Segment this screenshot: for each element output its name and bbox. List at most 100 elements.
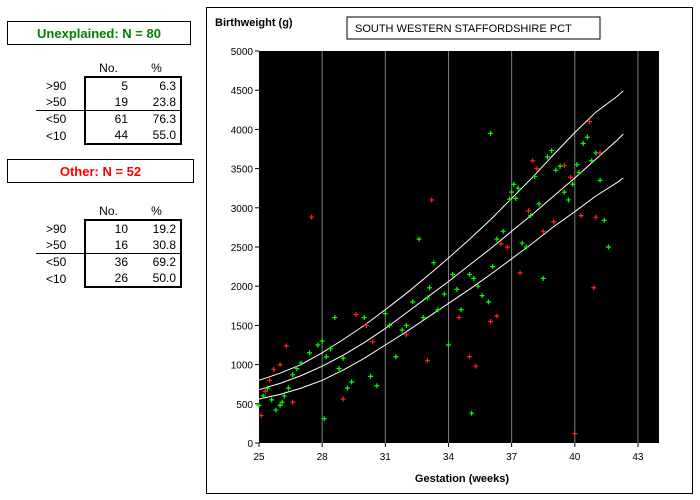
point-unexplained [494, 236, 500, 242]
point-unexplained [441, 291, 447, 297]
point-unexplained [410, 299, 416, 305]
chart-title-box [346, 16, 601, 40]
table-row: <50 36 69.2 [36, 253, 182, 270]
point-unexplained [382, 311, 388, 317]
point-unexplained [570, 181, 576, 187]
point-other [540, 228, 546, 234]
point-unexplained [269, 397, 275, 403]
x-tick-label: 34 [443, 452, 455, 463]
y-tick-label: 500 [236, 400, 253, 411]
point-unexplained [264, 385, 270, 391]
point-other [587, 119, 593, 125]
point-unexplained [553, 167, 559, 173]
table-row: <10 44 55.0 [36, 127, 182, 145]
point-unexplained [593, 150, 599, 156]
x-tick-label: 37 [506, 452, 518, 463]
point-unexplained [403, 322, 409, 328]
point-unexplained [507, 196, 513, 202]
point-unexplained [374, 383, 380, 389]
y-axis-ticks: 0 500 1000 1500 2000 2500 3000 3500 4000 4500 5000 [231, 47, 259, 450]
point-unexplained [387, 322, 393, 328]
y-tick-label: 3500 [231, 165, 254, 176]
point-unexplained [285, 385, 291, 391]
plot-area [259, 51, 659, 443]
point-unexplained [294, 366, 300, 372]
point-unexplained [328, 346, 334, 352]
point-unexplained [399, 327, 405, 333]
data-points [256, 119, 611, 437]
x-tick-label: 40 [569, 452, 581, 463]
point-unexplained [332, 315, 338, 321]
point-unexplained [589, 158, 595, 164]
point-other [429, 197, 435, 203]
point-unexplained [605, 244, 611, 250]
table-row: <50 61 76.3 [36, 110, 182, 127]
centile-line [258, 177, 624, 400]
point-other [258, 413, 264, 419]
centile-line [258, 90, 624, 381]
point-unexplained [454, 286, 460, 292]
y-axis-label: Birthweight (g) [215, 17, 293, 29]
point-unexplained [561, 189, 567, 195]
y-tick-label: 1000 [231, 361, 254, 372]
point-unexplained [509, 189, 515, 195]
other-title: Other: N = 52 [7, 159, 194, 183]
point-unexplained [557, 163, 563, 169]
point-unexplained [549, 148, 555, 154]
y-tick-label: 2500 [231, 243, 254, 254]
point-other [277, 362, 283, 368]
table-header-row: No. % [36, 203, 181, 220]
point-unexplained [260, 393, 266, 399]
point-other [504, 244, 510, 250]
chart-frame: Birthweight (g) SOUTH WESTERN STAFFORDSH… [206, 7, 693, 494]
y-tick-label: 5000 [231, 47, 254, 58]
point-other [290, 399, 296, 405]
point-other [561, 162, 567, 168]
table-row: <10 26 50.0 [36, 270, 182, 288]
point-unexplained [393, 354, 399, 360]
point-unexplained [307, 350, 313, 356]
y-tick-label: 2000 [231, 282, 254, 293]
y-tick-label: 4000 [231, 125, 254, 136]
point-other [370, 339, 376, 345]
point-unexplained [485, 299, 491, 305]
point-unexplained [279, 399, 285, 405]
table-row: >50 19 23.8 [36, 94, 182, 111]
point-other [534, 166, 540, 172]
y-tick-label: 0 [247, 439, 253, 450]
point-unexplained [273, 407, 279, 413]
point-other [591, 285, 597, 291]
point-unexplained [597, 177, 603, 183]
point-other [467, 354, 473, 360]
point-other [530, 158, 536, 164]
point-other [473, 363, 479, 369]
table-header-row: No. % [36, 60, 181, 77]
y-tick-label: 1500 [231, 321, 254, 332]
point-other [456, 315, 462, 321]
y-tick-label: 4500 [231, 86, 254, 97]
point-other [568, 174, 574, 180]
table-row: >90 10 19.2 [36, 219, 182, 237]
point-unexplained [511, 181, 517, 187]
point-other [262, 388, 268, 394]
point-other [488, 318, 494, 324]
point-other [498, 241, 504, 247]
point-unexplained [469, 410, 475, 416]
point-unexplained [336, 366, 342, 372]
point-unexplained [523, 244, 529, 250]
point-unexplained [532, 173, 538, 179]
point-other [309, 214, 315, 220]
x-axis-label: Gestation (weeks) [415, 473, 509, 485]
point-unexplained [368, 373, 374, 379]
point-unexplained [424, 295, 430, 301]
chart-title: SOUTH WESTERN STAFFORDSHIRE PCT [355, 23, 572, 35]
point-other [551, 219, 557, 225]
x-tick-label: 25 [253, 452, 265, 463]
point-unexplained [431, 260, 437, 266]
point-other [597, 150, 603, 156]
point-unexplained [528, 213, 534, 219]
point-other [353, 311, 359, 317]
point-other [363, 322, 369, 328]
point-other [283, 343, 289, 349]
point-other [572, 431, 578, 437]
